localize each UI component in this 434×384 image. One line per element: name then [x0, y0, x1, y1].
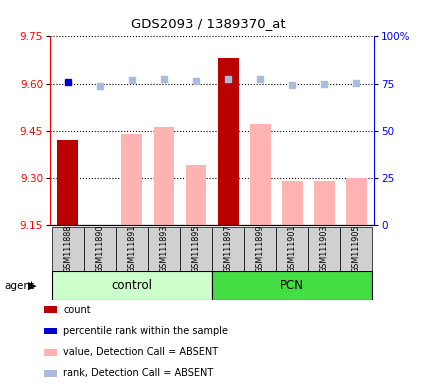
Text: GSM111893: GSM111893	[159, 225, 168, 273]
Bar	[83, 227, 115, 271]
Bar	[57, 140, 78, 225]
Bar	[52, 227, 83, 271]
Bar	[185, 165, 206, 225]
Text: GSM111897: GSM111897	[223, 224, 232, 273]
Text: control: control	[111, 280, 152, 292]
Bar	[153, 127, 174, 225]
Bar	[249, 124, 270, 225]
Bar	[276, 227, 308, 271]
Bar	[115, 227, 148, 271]
Text: GDS2093 / 1389370_at: GDS2093 / 1389370_at	[131, 17, 286, 30]
Text: GSM111905: GSM111905	[351, 224, 360, 273]
Text: value, Detection Call = ABSENT: value, Detection Call = ABSENT	[63, 347, 218, 357]
Bar	[52, 271, 212, 300]
Bar	[121, 134, 142, 225]
Text: GSM111903: GSM111903	[319, 225, 328, 273]
Bar	[340, 227, 372, 271]
Bar	[148, 227, 180, 271]
Bar	[212, 227, 243, 271]
Bar	[281, 181, 302, 225]
Bar	[212, 271, 372, 300]
Bar	[243, 227, 276, 271]
Bar	[308, 227, 340, 271]
Text: GSM111888: GSM111888	[63, 225, 72, 273]
Text: GSM111895: GSM111895	[191, 224, 200, 273]
Text: percentile rank within the sample: percentile rank within the sample	[63, 326, 227, 336]
Bar	[180, 227, 212, 271]
Text: GSM111899: GSM111899	[255, 224, 264, 273]
Text: ▶: ▶	[28, 281, 37, 291]
Text: rank, Detection Call = ABSENT: rank, Detection Call = ABSENT	[63, 368, 213, 378]
Bar	[345, 177, 366, 225]
Bar	[217, 58, 238, 225]
Text: GSM111890: GSM111890	[95, 225, 104, 273]
Text: PCN: PCN	[279, 280, 303, 292]
Text: GSM111891: GSM111891	[127, 225, 136, 273]
Text: count: count	[63, 305, 91, 315]
Text: GSM111901: GSM111901	[287, 225, 296, 273]
Bar	[313, 181, 334, 225]
Text: agent: agent	[4, 281, 34, 291]
